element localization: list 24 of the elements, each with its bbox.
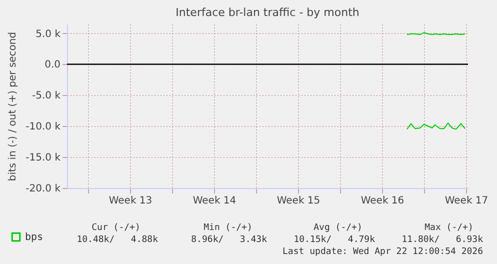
y-tick-label: -15.0 k (26, 152, 61, 164)
y-tick-label: 5.0 k (36, 28, 61, 40)
y-axis-title: bits in (-) / out (+) per second (8, 32, 19, 182)
y-tick-label: -10.0 k (26, 122, 61, 133)
y-tick-label: -5.0 k (32, 90, 61, 102)
text: 10.15k/ 4.79k (294, 235, 375, 246)
x-tick-label: Week 16 (360, 196, 404, 206)
x-tick-label: Week 15 (276, 196, 320, 206)
text: Cur (-/+) (92, 223, 140, 234)
text: Avg (-/+) (314, 223, 362, 234)
x-tick-label: Week 14 (192, 196, 236, 206)
text: 10.48k/ 4.88k (76, 235, 158, 246)
x-tick-label: Week 17 (444, 196, 488, 206)
chart-title: Interface br-lan traffic - by month (176, 6, 360, 19)
line-series (406, 122, 466, 130)
text: Max (-/+) (424, 223, 474, 234)
legend-label: bps (25, 232, 44, 243)
text: Last update: Wed Apr 22 12:00:54 2026 (282, 247, 483, 258)
x-tick-label: Week 13 (108, 196, 152, 206)
y-tick-label: -20.0 k (26, 184, 61, 194)
text: 11.80k/ 6.93k (402, 235, 483, 246)
text: 8.96k/ 3.43k (191, 235, 267, 246)
y-tick-label: 0.0 (44, 60, 60, 71)
text: Min (-/+) (204, 223, 252, 234)
